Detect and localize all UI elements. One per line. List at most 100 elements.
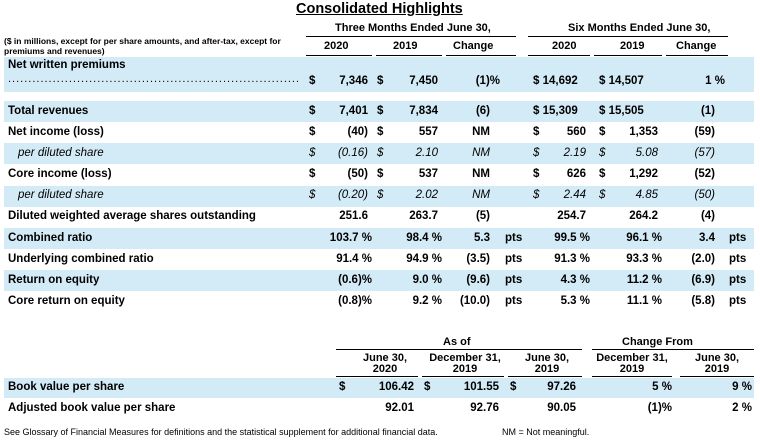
table-cell: $ bbox=[309, 75, 316, 87]
table-cell: 2.10 bbox=[415, 147, 438, 159]
table-cell: (9.6) bbox=[466, 274, 490, 286]
table-cell: 2 % bbox=[732, 402, 752, 414]
table-cell: (0.16) bbox=[337, 147, 368, 159]
table-cell: pts bbox=[729, 295, 747, 307]
table-cell: (1)% bbox=[475, 75, 500, 87]
table-cell: 1,292 bbox=[629, 168, 658, 180]
table-cell: 2.02 bbox=[415, 189, 438, 201]
table-cell: 264.2 bbox=[629, 210, 658, 222]
table-cell: (50) bbox=[347, 168, 368, 180]
table-cell: 9.0 % bbox=[412, 274, 442, 286]
table-cell: (5) bbox=[475, 210, 490, 222]
table-cell: (6.9) bbox=[691, 274, 715, 286]
book-value-band bbox=[4, 378, 754, 398]
row-label: Underlying combined ratio bbox=[8, 253, 154, 265]
six-months-rule bbox=[528, 36, 728, 37]
bv-col-header: 2019 bbox=[619, 363, 645, 375]
table-cell: (1) bbox=[700, 105, 715, 117]
col-h-2019: 2019 bbox=[620, 40, 645, 52]
bv-col-header: 2019 bbox=[704, 363, 730, 375]
table-cell: $ bbox=[377, 105, 384, 117]
table-cell: $ bbox=[533, 126, 540, 138]
table-cell: 96.1 % bbox=[626, 232, 662, 244]
table-cell: $ bbox=[599, 126, 606, 138]
table-cell: 263.7 bbox=[409, 210, 438, 222]
bv-col-header: December 31, bbox=[596, 352, 668, 364]
as-of-header: As of bbox=[443, 336, 471, 348]
table-cell: $ bbox=[377, 147, 384, 159]
nwp-label: Net written premiums bbox=[8, 59, 126, 71]
table-cell: pts bbox=[729, 232, 747, 244]
table-cell: pts bbox=[505, 253, 523, 265]
table-cell: 106.42 bbox=[378, 381, 414, 393]
table-cell: $ bbox=[533, 147, 540, 159]
table-cell: 7,346 bbox=[339, 75, 368, 87]
table-cell: 254.7 bbox=[557, 210, 586, 222]
table-cell: (6) bbox=[475, 105, 490, 117]
table-cell: 99.5 % bbox=[554, 232, 590, 244]
table-cell: 5 % bbox=[652, 381, 672, 393]
table-cell: 9 % bbox=[732, 381, 752, 393]
table-cell: 97.26 bbox=[547, 381, 576, 393]
table-cell: $ bbox=[309, 105, 316, 117]
table-cell: $ bbox=[533, 168, 540, 180]
table-cell: NM bbox=[472, 126, 490, 138]
table-cell: (0.20) bbox=[337, 189, 368, 201]
nwp-leader: ........................................… bbox=[8, 74, 298, 85]
table-cell: pts bbox=[729, 253, 747, 265]
row-label: Total revenues bbox=[8, 105, 89, 117]
bv-col-header: June 30, bbox=[694, 352, 740, 364]
table-cell: 5.3 bbox=[474, 232, 490, 244]
table-cell: $ bbox=[309, 168, 316, 180]
change-from-header: Change From bbox=[622, 336, 693, 348]
bv-col-header: June 30, bbox=[362, 352, 408, 364]
col-q-2019: 2019 bbox=[393, 40, 418, 52]
row-label: per diluted share bbox=[18, 189, 104, 201]
table-cell: 90.05 bbox=[547, 402, 576, 414]
table-cell: (5.8) bbox=[691, 295, 715, 307]
table-cell: $ 14,507 bbox=[599, 75, 644, 87]
table-cell: 5.3 % bbox=[560, 295, 590, 307]
table-cell: (59) bbox=[694, 126, 715, 138]
table-cell: $ bbox=[377, 189, 384, 201]
table-cell: 1 % bbox=[705, 75, 725, 87]
bv-col-header: June 30, bbox=[524, 352, 570, 364]
row-label: Core return on equity bbox=[8, 295, 125, 307]
table-cell: 560 bbox=[566, 126, 586, 138]
table-cell: pts bbox=[505, 295, 523, 307]
table-cell: pts bbox=[505, 232, 523, 244]
table-cell: 2.44 bbox=[563, 189, 586, 201]
table-cell: $ bbox=[424, 381, 431, 393]
table-cell: $ bbox=[309, 189, 316, 201]
table-cell: (57) bbox=[694, 147, 715, 159]
bv-col-header: December 31, bbox=[429, 352, 501, 364]
row-label: per diluted share bbox=[18, 147, 104, 159]
three-months-rule bbox=[306, 36, 516, 37]
table-cell: 11.1 % bbox=[626, 295, 662, 307]
table-cell: 3.4 bbox=[699, 232, 715, 244]
table-cell: pts bbox=[505, 274, 523, 286]
row-label: Diluted weighted average shares outstand… bbox=[8, 210, 256, 222]
table-cell: (3.5) bbox=[466, 253, 490, 265]
table-cell: 103.7 % bbox=[329, 232, 372, 244]
table-cell: 101.55 bbox=[463, 381, 499, 393]
row-label: Combined ratio bbox=[8, 232, 93, 244]
table-cell: 7,450 bbox=[409, 75, 438, 87]
table-cell: 2.19 bbox=[563, 147, 586, 159]
table-cell: (4) bbox=[700, 210, 715, 222]
table-cell: $ bbox=[309, 126, 316, 138]
table-cell: (40) bbox=[347, 126, 368, 138]
footnote-nm: NM = Not meaningful. bbox=[502, 427, 590, 437]
bv-col-header: 2020 bbox=[372, 363, 398, 375]
table-cell: $ bbox=[599, 189, 606, 201]
table-cell: 98.4 % bbox=[406, 232, 442, 244]
table-cell: 91.3 % bbox=[554, 253, 590, 265]
row-label: Adjusted book value per share bbox=[8, 402, 176, 414]
table-cell: 4.85 bbox=[635, 189, 658, 201]
table-cell: $ 15,505 bbox=[599, 105, 644, 117]
footnote-glossary: See Glossary of Financial Measures for d… bbox=[4, 427, 438, 437]
table-cell: (1)% bbox=[647, 402, 672, 414]
bv-col-header: 2019 bbox=[534, 363, 560, 375]
col-q-2020: 2020 bbox=[324, 40, 349, 52]
table-cell: $ bbox=[309, 147, 316, 159]
